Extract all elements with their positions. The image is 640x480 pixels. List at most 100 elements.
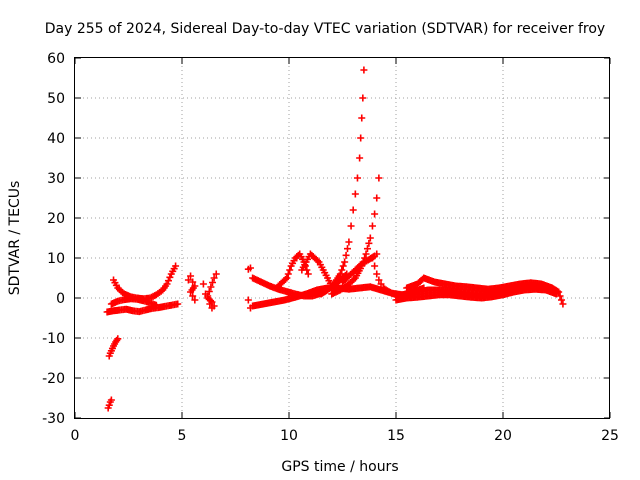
data-points (103, 66, 567, 412)
data-point (377, 280, 385, 288)
data-point (373, 194, 381, 202)
data-point (375, 276, 383, 284)
data-point (212, 270, 220, 278)
x-tick-label: 15 (387, 428, 405, 444)
series-segment-late-band-2 (392, 285, 560, 304)
data-point (362, 250, 370, 258)
y-tick-label: 40 (47, 131, 65, 147)
data-point (199, 280, 207, 288)
y-axis-label: SDTVAR / TECUs (7, 181, 23, 296)
data-point-interp (207, 283, 215, 291)
data-point (353, 174, 361, 182)
data-point-interp (284, 270, 292, 278)
data-point-interp (342, 251, 350, 259)
y-tick-label: -10 (42, 331, 65, 347)
data-point (189, 278, 197, 286)
series-segment-late-band-3 (403, 274, 556, 293)
data-point (246, 264, 254, 272)
data-point (373, 270, 381, 278)
data-point (244, 296, 252, 304)
data-point (283, 274, 291, 282)
grid-lines (75, 58, 610, 418)
data-point (191, 296, 199, 304)
data-point (341, 258, 349, 266)
x-tick-label: 20 (494, 428, 512, 444)
data-point (152, 301, 160, 309)
data-point (373, 250, 381, 258)
data-point (347, 222, 355, 230)
data-point (206, 300, 214, 308)
data-point (371, 262, 379, 270)
x-tick-label: 25 (601, 428, 619, 444)
y-tick-label: -30 (42, 411, 65, 427)
x-tick-label: 5 (178, 428, 187, 444)
data-point (559, 300, 567, 308)
y-tick-label: 0 (56, 291, 65, 307)
data-point-interp (208, 279, 216, 286)
series-segment-spike-main (317, 66, 368, 298)
data-point (366, 234, 374, 242)
data-point (204, 292, 212, 300)
x-tick-label: 0 (71, 428, 80, 444)
data-point-interp (363, 245, 371, 253)
data-point-interp (365, 239, 373, 247)
data-point (357, 134, 365, 142)
data-point (358, 114, 366, 122)
y-axis: -30 -20 -10 0 10 20 30 40 50 60 (42, 51, 610, 427)
data-point (187, 272, 195, 280)
series-segment-early-negative-2 (105, 335, 122, 360)
series-segment-early-mid (107, 295, 160, 309)
data-point (174, 300, 182, 308)
data-point (210, 274, 218, 282)
data-point (187, 288, 195, 296)
data-point-interp (556, 292, 564, 300)
data-point-interp (338, 266, 346, 274)
data-point-interp (166, 273, 174, 281)
data-point (208, 304, 216, 312)
data-point (356, 154, 364, 162)
data-point-interp (343, 245, 351, 253)
data-point (548, 284, 556, 292)
data-point (105, 401, 113, 409)
data-point (351, 190, 359, 198)
plot-frame (74, 57, 610, 419)
y-tick-label: 50 (47, 91, 65, 107)
data-point (368, 254, 376, 262)
x-axis: 0 5 10 15 20 25 (71, 58, 619, 444)
data-point (359, 94, 367, 102)
data-point (189, 292, 197, 300)
x-tick-label: 10 (280, 428, 298, 444)
series-segment-cluster-b (199, 270, 220, 312)
series-segment-cluster-a (184, 272, 199, 304)
data-point (368, 222, 376, 230)
data-point (336, 270, 344, 278)
data-point-interp (557, 296, 565, 304)
data-point (345, 238, 353, 246)
data-point (304, 270, 312, 278)
series-segment-mid-spike-1 (274, 250, 312, 290)
chart-title: Day 255 of 2024, Sidereal Day-to-day VTE… (45, 21, 605, 37)
series-segment-early-rise (110, 262, 180, 303)
data-point (184, 276, 192, 284)
data-point-interp (314, 257, 322, 265)
y-tick-label: 10 (47, 251, 65, 267)
series-segment-early-negative-1 (104, 396, 115, 412)
data-point (553, 290, 560, 298)
data-point (107, 396, 115, 404)
data-point (349, 206, 357, 214)
data-point (114, 335, 122, 343)
data-point (163, 280, 171, 288)
data-point-interp (205, 288, 213, 295)
y-tick-label: 20 (47, 211, 65, 227)
data-point-interp (339, 262, 347, 270)
y-tick-label: -20 (42, 371, 65, 387)
x-axis-label: GPS time / hours (281, 459, 398, 475)
y-tick-label: 60 (47, 51, 65, 67)
data-point (172, 262, 180, 270)
data-point-interp (281, 275, 289, 283)
y-tick-label: 30 (47, 171, 65, 187)
data-point-interp (286, 266, 294, 274)
data-point (360, 66, 368, 74)
data-point-interp (164, 277, 172, 285)
